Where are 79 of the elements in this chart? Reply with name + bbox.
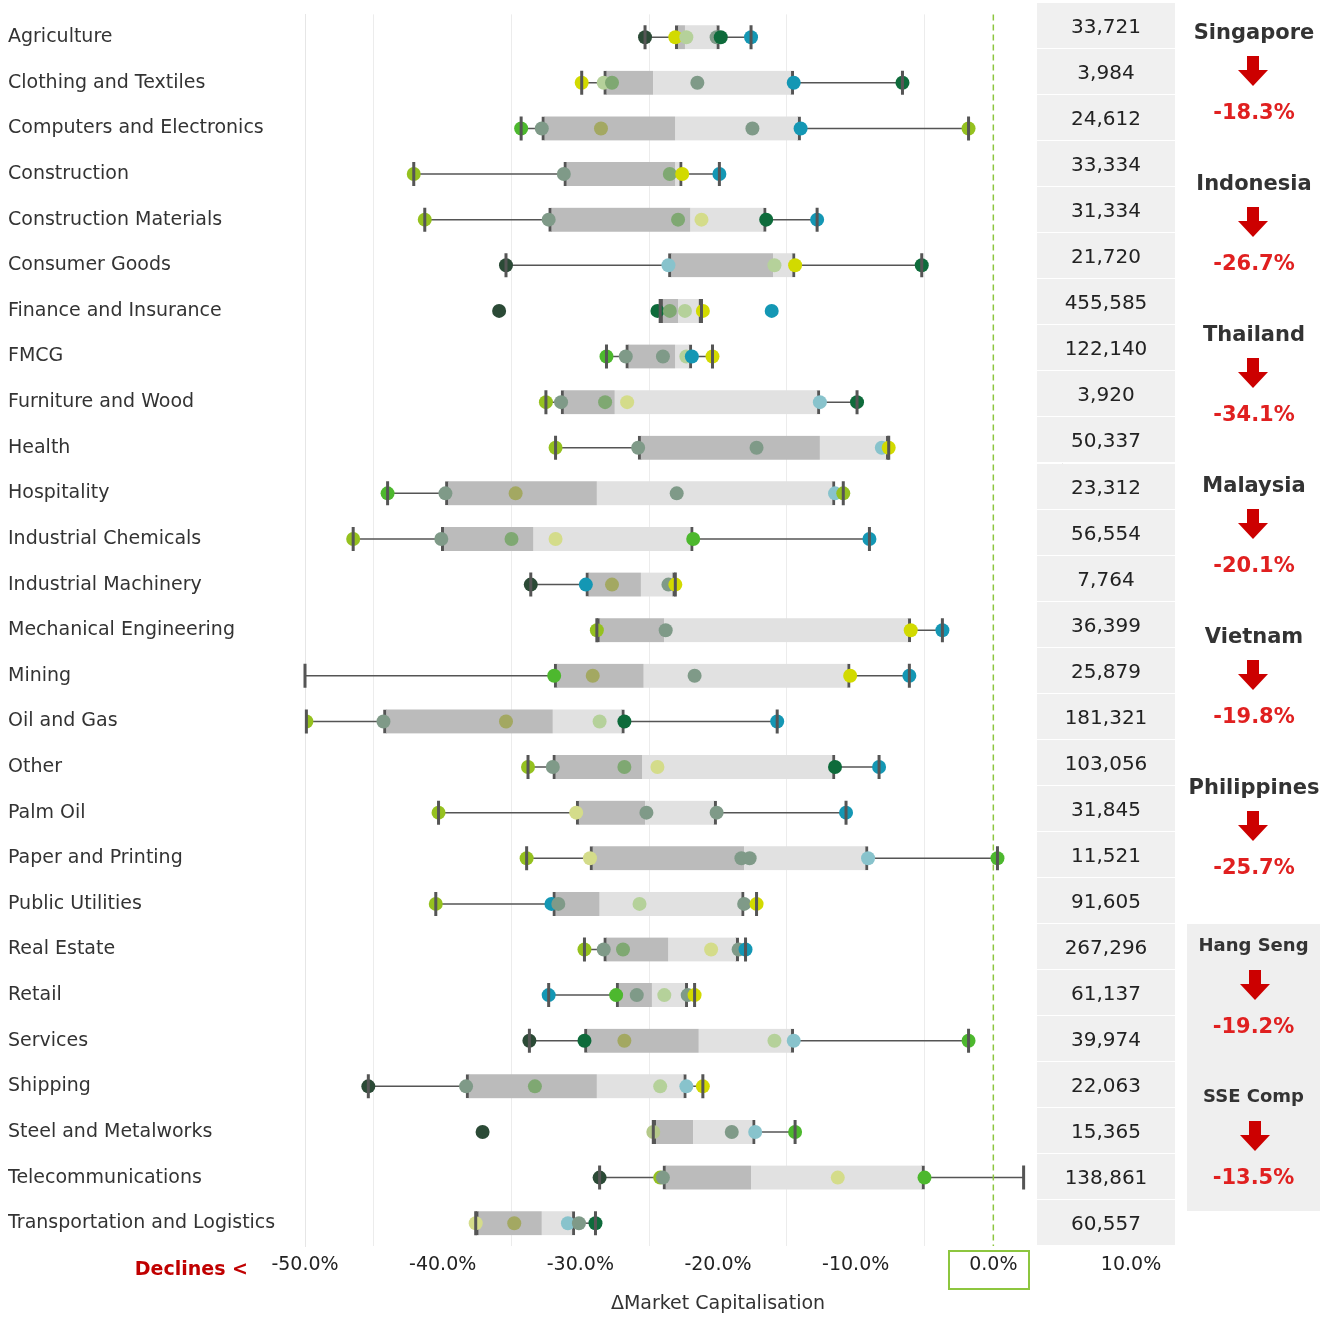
- y-tick-label: Construction: [8, 160, 129, 183]
- text: -18.3%: [1212, 100, 1296, 124]
- x-tick-label: -30.0%: [546, 1252, 614, 1275]
- y-tick-label: Public Utilities: [8, 890, 142, 913]
- y-tick-label: Computers and Electronics: [8, 115, 264, 138]
- annotation: 3,920: [1037, 371, 1175, 418]
- annotation: 267,296: [1037, 924, 1175, 970]
- annotation: 25,879: [1037, 647, 1175, 694]
- text: Hang Seng: [1197, 934, 1310, 955]
- y-tick-label: Oil and Gas: [8, 708, 118, 731]
- y-tick-label: Mechanical Engineering: [8, 617, 235, 640]
- y-tick-label: Finance and Insurance: [8, 297, 222, 320]
- annotation: 455,585: [1037, 279, 1175, 326]
- annotation: 33,721: [1037, 3, 1175, 49]
- y-tick-label: Clothing and Textiles: [8, 69, 206, 92]
- y-tick-label: Paper and Printing: [8, 845, 183, 868]
- y-tick-label: Transportation and Logistics: [7, 1210, 276, 1233]
- y-tick-label: Retail: [8, 982, 62, 1005]
- x-tick-label: -10.0%: [822, 1252, 890, 1275]
- y-tick-label: Health: [8, 434, 71, 457]
- annotation: 56,554: [1037, 509, 1175, 556]
- annotation: 24,612: [1037, 95, 1175, 142]
- annotation: 61,137: [1037, 970, 1175, 1017]
- annotation: 50,337: [1037, 417, 1175, 464]
- y-tick-label: Other: [8, 753, 63, 776]
- annotation: 36,399: [1037, 601, 1175, 648]
- x-axis-title: ΔMarket Capitalisation: [610, 1290, 826, 1313]
- annotation: 31,845: [1037, 785, 1175, 832]
- y-tick-label: Services: [8, 1027, 89, 1050]
- text: Thailand: [1202, 322, 1306, 346]
- x-tick-label: 10.0%: [1100, 1252, 1162, 1275]
- text: -13.5%: [1211, 1165, 1296, 1189]
- y-tick-label: Hospitality: [8, 480, 110, 503]
- x-tick-label: -20.0%: [684, 1252, 752, 1275]
- text: Philippines: [1187, 775, 1321, 799]
- y-tick-label: Telecommunications: [7, 1164, 202, 1187]
- text: -19.2%: [1211, 1014, 1296, 1038]
- y-tick-label: Shipping: [8, 1073, 91, 1096]
- annotation: 7,764: [1037, 555, 1175, 602]
- text: -25.7%: [1212, 855, 1296, 879]
- annotation: 181,321: [1037, 693, 1175, 740]
- annotation: 39,974: [1037, 1016, 1175, 1063]
- annotation: 91,605: [1037, 877, 1175, 924]
- annotation: 103,056: [1037, 739, 1175, 786]
- y-tick-label: Agriculture: [8, 24, 113, 47]
- x-tick-label: 0.0%: [969, 1252, 1018, 1275]
- text: Malaysia: [1201, 473, 1307, 497]
- text: -34.1%: [1212, 402, 1296, 426]
- y-tick-label: Furniture and Wood: [8, 389, 195, 412]
- y-tick-label: Mining: [8, 662, 72, 685]
- y-tick-label: Industrial Chemicals: [8, 525, 202, 548]
- text: -19.8%: [1212, 704, 1296, 728]
- annotation: 11,521: [1037, 831, 1175, 878]
- annotation: 31,334: [1037, 187, 1175, 234]
- text: -26.7%: [1212, 251, 1296, 275]
- y-tick-label: FMCG: [8, 343, 64, 366]
- annotation: 21,720: [1037, 233, 1175, 280]
- y-tick-label: Real Estate: [8, 936, 116, 959]
- text: SSE Comp: [1202, 1085, 1305, 1106]
- text: Vietnam: [1203, 624, 1305, 648]
- annotation: 23,312: [1037, 463, 1175, 510]
- y-tick-label: Steel and Metalworks: [8, 1118, 213, 1141]
- annotation: 122,140: [1037, 325, 1175, 372]
- x-tick-label: -40.0%: [409, 1252, 477, 1275]
- text: Indonesia: [1195, 171, 1313, 195]
- annotation: 33,334: [1037, 141, 1175, 188]
- x-tick-label: -50.0%: [271, 1252, 339, 1275]
- y-tick-label: Industrial Machinery: [8, 571, 202, 594]
- annotation: 15,365: [1037, 1108, 1175, 1155]
- text: Singapore: [1192, 20, 1316, 44]
- annotation: 138,861: [1037, 1154, 1175, 1201]
- annotation: 3,984: [1037, 49, 1175, 96]
- y-tick-label: Consumer Goods: [8, 252, 171, 275]
- annotation: 60,557: [1037, 1200, 1175, 1247]
- text: Declines <: [133, 1257, 248, 1279]
- y-tick-label: Palm Oil: [8, 799, 86, 822]
- text: -20.1%: [1212, 553, 1296, 577]
- y-tick-label: Construction Materials: [8, 206, 223, 229]
- annotation: 22,063: [1037, 1062, 1175, 1109]
